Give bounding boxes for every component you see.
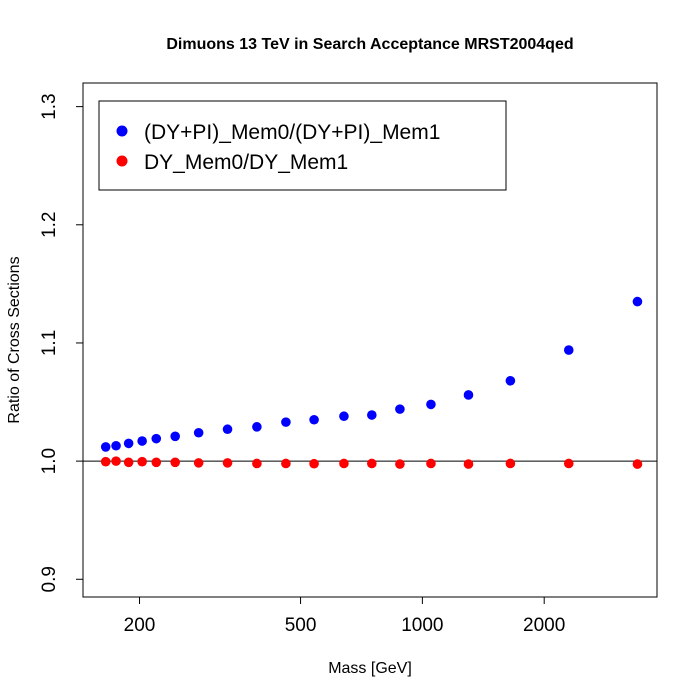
series-2-point	[281, 458, 291, 469]
x-tick-label: 1000	[401, 615, 443, 636]
series-2-point	[137, 456, 147, 467]
data-points-layer	[100, 296, 643, 469]
legend-marker	[116, 125, 128, 137]
x-tick-label: 2000	[523, 615, 565, 636]
series-1-point	[395, 404, 405, 414]
series-2-point	[505, 458, 516, 469]
series-1-point	[309, 414, 319, 425]
series-1-point	[463, 390, 474, 400]
series-2-point	[193, 458, 204, 468]
y-tick-label: 1.3	[39, 93, 60, 119]
legend-box	[98, 100, 507, 191]
y-tick-label: 1.0	[39, 448, 60, 474]
y-tick-label: 1.1	[39, 330, 60, 356]
series-1-point	[193, 427, 204, 438]
series-1-point	[426, 399, 436, 410]
legend: (DY+PI)_Mem0/(DY+PI)_Mem1 DY_Mem0/DY_Mem1	[98, 100, 507, 191]
chart-title: Dimuons 13 TeV in Search Acceptance MRST…	[166, 36, 573, 53]
series-1-point	[632, 296, 643, 307]
series-2-point	[395, 459, 405, 469]
legend-marker	[116, 155, 128, 167]
x-tick-label: 200	[124, 615, 156, 636]
plot-frame	[82, 82, 658, 598]
series-2-point	[123, 457, 134, 468]
series-1-point	[151, 433, 162, 444]
y-axis-label: Ratio of Cross Sections	[6, 256, 23, 423]
legend-label: DY_Mem0/DY_Mem1	[144, 151, 348, 174]
x-axis-label: Mass [GeV]	[328, 660, 412, 677]
series-2-point	[632, 459, 643, 469]
series-2-point	[309, 458, 319, 469]
y-axis: 0.9 1.0 1.1 1.2 1.3	[39, 93, 83, 592]
series-1-point	[339, 411, 349, 422]
series-2-point	[367, 458, 377, 469]
series-1-point	[281, 417, 291, 427]
series-2-point	[463, 459, 474, 469]
series-1-point	[367, 410, 377, 420]
y-tick-label: 1.2	[39, 212, 60, 238]
series-1-point	[252, 422, 262, 432]
x-tick-label: 500	[285, 615, 317, 636]
series-2-point	[339, 458, 349, 469]
y-tick-label: 0.9	[39, 566, 60, 592]
series-2-point	[111, 456, 121, 466]
series-2-point	[170, 457, 180, 468]
series-1-point	[123, 438, 134, 449]
series-1-point	[170, 431, 180, 442]
series-2-point	[426, 458, 436, 469]
series-1-point	[505, 375, 516, 386]
series-2-point	[100, 456, 111, 467]
series-2-point	[563, 458, 574, 469]
legend-label: (DY+PI)_Mem0/(DY+PI)_Mem1	[144, 121, 440, 144]
series-1-point	[111, 440, 121, 451]
x-axis: 200 500 1000 2000	[124, 597, 565, 636]
series-2-point	[252, 458, 262, 469]
series-1-point	[137, 436, 147, 446]
series-2-point	[151, 457, 162, 468]
series-1-point	[222, 424, 233, 435]
series-2-point	[222, 458, 233, 468]
series-1-point	[100, 442, 111, 452]
series-1-point	[563, 345, 574, 355]
